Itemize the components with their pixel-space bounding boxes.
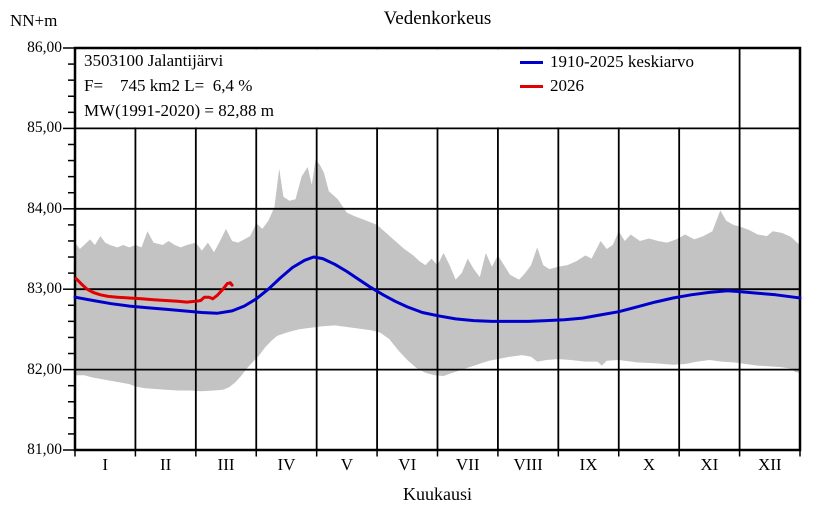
y-axis-tick-label: 83,00	[27, 280, 62, 298]
x-axis-title: Kuukausi	[403, 484, 472, 504]
month-label: VIII	[513, 455, 543, 474]
legend-item-2026: 2026	[520, 74, 694, 98]
legend-item-mean: 1910-2025 keskiarvo	[520, 50, 694, 74]
month-label: III	[217, 455, 235, 474]
legend-label-2026: 2026	[550, 76, 584, 95]
y-axis-tick-label: 81,00	[27, 441, 62, 458]
month-label: I	[102, 455, 109, 474]
month-label: VI	[398, 455, 417, 474]
y-axis-tick-label: 82,00	[27, 360, 62, 378]
month-label: IV	[277, 455, 296, 474]
y-axis-tick-label: 86,00	[27, 39, 62, 56]
mean-line	[73, 255, 802, 323]
month-label: V	[340, 455, 354, 474]
station-info-box: 3503100 Jalantijärvi F= 745 km2 L= 6,4 %…	[84, 48, 274, 123]
station-id-name: 3503100 Jalantijärvi	[84, 51, 224, 70]
top-band-mask	[76, 49, 739, 128]
month-label: X	[642, 455, 656, 474]
mean-line-swatch	[520, 60, 543, 64]
y-axis-unit-label: NN+m	[10, 11, 58, 30]
month-label: II	[159, 455, 172, 474]
legend-label-mean: 1910-2025 keskiarvo	[550, 52, 695, 71]
y-axis-tick-label: 85,00	[27, 119, 62, 137]
month-label: XI	[700, 455, 719, 474]
year-line-swatch	[520, 84, 543, 88]
month-label: VII	[455, 455, 480, 474]
month-label: XII	[757, 455, 782, 474]
mean-water-level-info: MW(1991-2020) = 82,88 m	[84, 101, 274, 120]
legend: 1910-2025 keskiarvo 2026	[520, 50, 694, 98]
chart-title: Vedenkorkeus	[383, 8, 492, 29]
catchment-info: F= 745 km2 L= 6,4 %	[84, 76, 253, 95]
y-axis-tick-label: 84,00	[27, 199, 62, 217]
month-label: IX	[579, 455, 598, 474]
year-2026-line	[74, 277, 234, 304]
